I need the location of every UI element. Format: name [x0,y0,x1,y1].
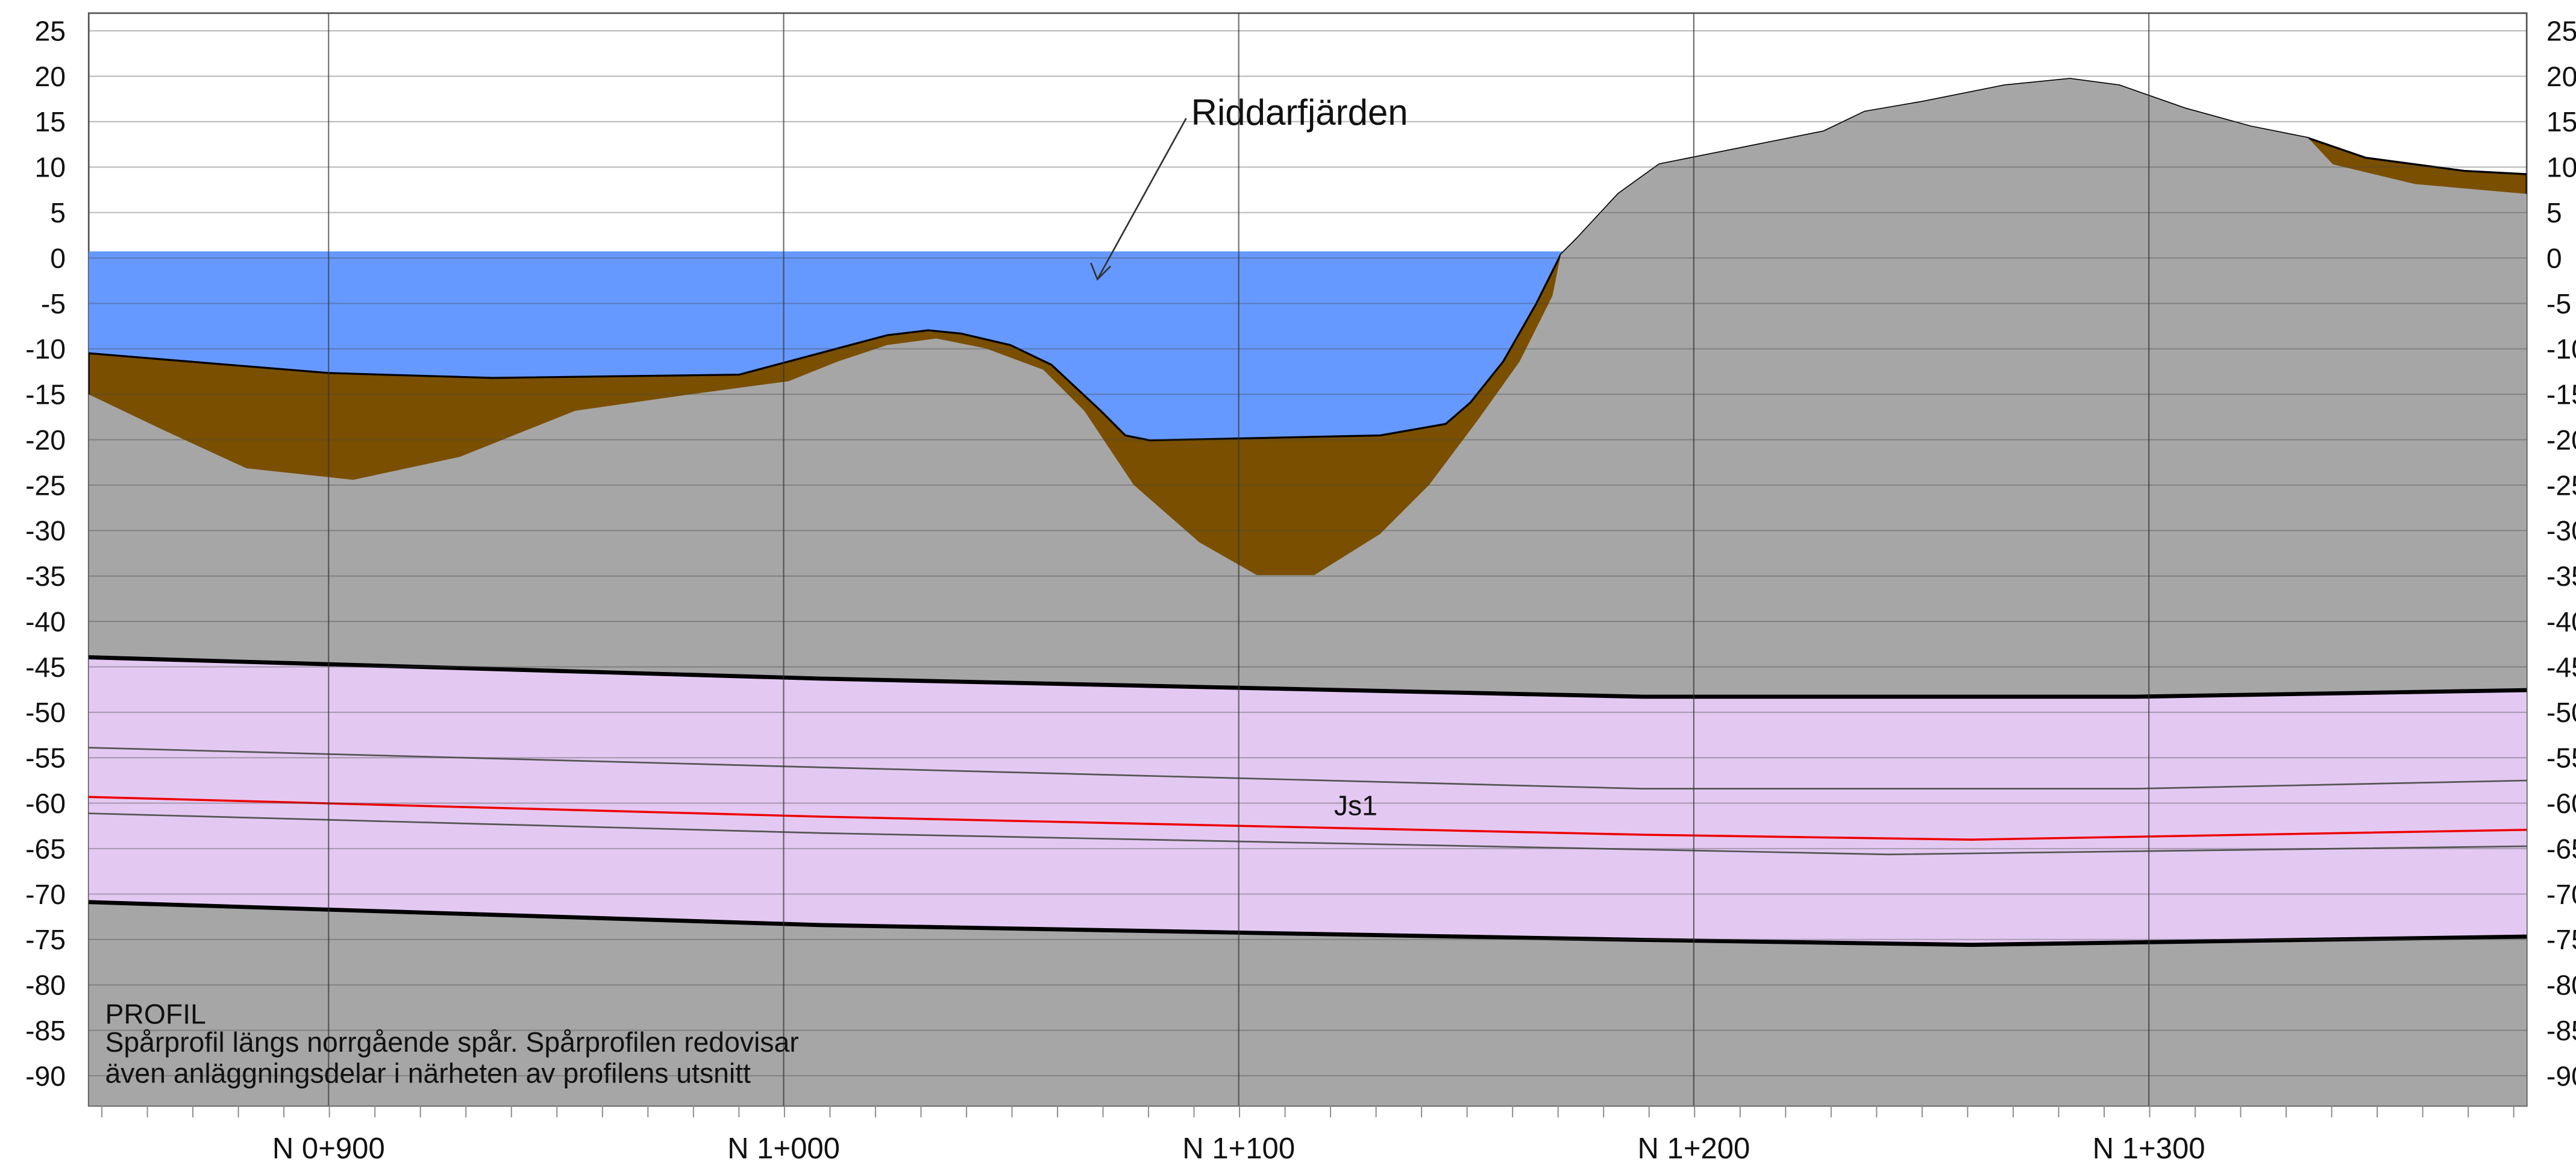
y-tick-label: -20 [25,424,66,456]
y-tick-label: -55 [25,743,66,774]
y-tick-label: -75 [25,924,66,955]
y-tick-label-right: 10 [2546,152,2576,183]
y-tick-label-right: -20 [2546,424,2576,456]
rock-unit-layer [89,658,2527,945]
y-tick-label: -80 [25,970,66,1001]
y-tick-label-right: 20 [2546,61,2576,92]
y-tick-label: 5 [50,197,66,228]
station-label: N 1+100 [1182,1132,1295,1165]
y-tick-label: -85 [25,1015,66,1046]
y-tick-label: -45 [25,652,66,683]
station-label: N 1+000 [727,1132,840,1165]
y-tick-label-right: 25 [2546,15,2576,46]
y-tick-label: -15 [25,379,66,410]
water-label: Riddarfjärden [1191,92,1408,133]
y-tick-label-right: -85 [2546,1015,2576,1046]
y-tick-label-right: -90 [2546,1060,2576,1091]
y-tick-label: -90 [25,1060,66,1091]
y-tick-label-right: -10 [2546,333,2576,365]
y-tick-label-right: -25 [2546,469,2576,501]
y-tick-label: -70 [25,879,66,910]
y-tick-label-right: -5 [2546,288,2571,319]
profile-drawing: Riddarfjärden Js1 PROFIL Spårprofil läng… [0,0,2576,1165]
y-tick-label: -40 [25,606,66,637]
station-label: N 0+900 [272,1132,385,1165]
y-tick-label: 25 [35,15,66,46]
y-tick-label: 10 [35,152,66,183]
page: {"y_axis": {"ticks": [25, 20, 15, 10, 5,… [0,0,2576,1165]
y-tick-label: 0 [50,242,66,274]
y-tick-label: -65 [25,833,66,864]
y-tick-label-right: -70 [2546,879,2576,910]
y-tick-label: -35 [25,561,66,592]
y-tick-label-right: 0 [2546,242,2562,274]
y-tick-label-right: 5 [2546,197,2562,228]
station-label: N 1+200 [1637,1132,1750,1165]
y-tick-label-right: -35 [2546,561,2576,592]
y-tick-label: -5 [41,288,66,319]
y-tick-label: -10 [25,333,66,365]
y-tick-label-right: -15 [2546,379,2576,410]
y-tick-label-right: -45 [2546,652,2576,683]
note-line: Spårprofil längs norrgående spår. Spårpr… [105,1026,799,1058]
rock-unit-label: Js1 [1334,790,1377,821]
y-tick-label: -30 [25,515,66,547]
y-tick-label-right: -40 [2546,606,2576,637]
y-tick-label: -25 [25,469,66,501]
y-tick-label-right: -50 [2546,697,2576,728]
y-tick-label: -50 [25,697,66,728]
y-tick-label: -60 [25,788,66,819]
y-tick-label-right: -60 [2546,788,2576,819]
y-tick-label-right: -75 [2546,924,2576,955]
note-line: även anläggningsdelar i närheten av prof… [105,1058,751,1089]
y-tick-label-right: -65 [2546,833,2576,864]
y-tick-label-right: -80 [2546,970,2576,1001]
y-tick-label-right: -55 [2546,743,2576,774]
y-tick-label: 20 [35,61,66,92]
y-tick-label-right: 15 [2546,106,2576,137]
station-label: N 1+300 [2093,1132,2205,1165]
y-tick-label-right: -30 [2546,515,2576,547]
y-tick-label: 15 [35,106,66,137]
note-title: PROFIL [105,999,206,1030]
